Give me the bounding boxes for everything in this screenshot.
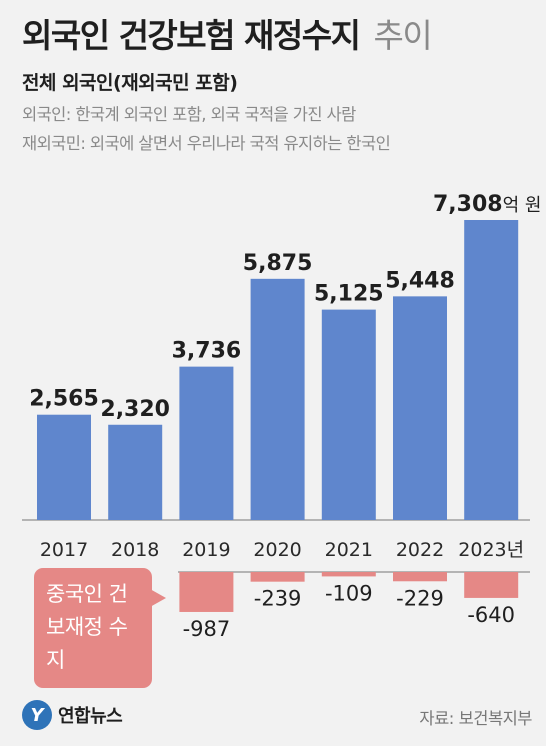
title-suffix: 추이 [373,16,432,55]
legend-pointer-arrow [150,589,166,607]
china-bar-2019 [179,572,234,612]
value-label-2019: 3,736 [172,339,242,364]
china-value-label-2021: -109 [325,581,373,605]
china-legend-label: 중국인 건보재정 수지 [46,582,128,672]
china-legend-box: 중국인 건보재정 수지 [34,568,152,688]
value-label-2018: 2,320 [100,397,170,422]
value-label-2020: 5,875 [243,251,313,276]
china-bar-2021 [321,572,376,577]
china-value-label-2020: -239 [254,587,302,611]
bar-2017 [37,414,91,520]
china-value-label-2022: -229 [396,586,444,610]
header: 외국인 건강보험 재정수지 추이 전체 외국인(재외국민 포함) 외국인: 한국… [22,14,536,154]
china-bar-2023 [464,572,519,598]
note-overseas-korean: 재외국민: 외국에 살면서 우리나라 국적 유지하는 한국인 [22,134,391,153]
bar-2023 [464,220,519,520]
china-value-label-2019: -987 [183,617,231,641]
x-tick-2020: 2020 [253,539,301,561]
chart-title: 외국인 건강보험 재정수지 추이 [22,14,536,58]
subtitle: 전체 외국인(재외국민 포함) [22,72,238,94]
china-value-label-2023: -640 [467,603,515,627]
bar-2020 [250,278,305,520]
bar-2022 [393,296,447,520]
x-tick-2017: 2017 [40,539,88,561]
title-main: 외국인 건강보험 재정수지 [22,16,361,55]
x-tick-2019: 2019 [182,539,230,561]
x-tick-2021: 2021 [325,539,373,561]
note-foreigner: 외국인: 한국계 외국인 포함, 외국 국적을 가진 사람 [22,105,356,124]
bar-2018 [108,424,163,520]
source-note: 자료: 보건복지부 [419,709,532,728]
china-bar-2020 [250,572,305,582]
x-tick-2023: 2023년 [458,539,524,561]
yonhap-logo: Y 연합뉴스 [22,700,123,730]
bar-2021 [321,309,376,520]
china-bar-2022 [393,572,447,582]
value-label-2022: 5,448 [385,268,455,293]
value-label-2023: 7,308억 원 [433,192,541,217]
yonhap-logo-icon: Y [22,700,52,730]
bar-2019 [179,366,234,520]
x-tick-2022: 2022 [396,539,444,561]
yonhap-logo-text: 연합뉴스 [58,706,123,727]
x-tick-2018: 2018 [111,539,159,561]
value-label-2021: 5,125 [314,282,384,307]
value-label-2017: 2,565 [29,387,99,412]
